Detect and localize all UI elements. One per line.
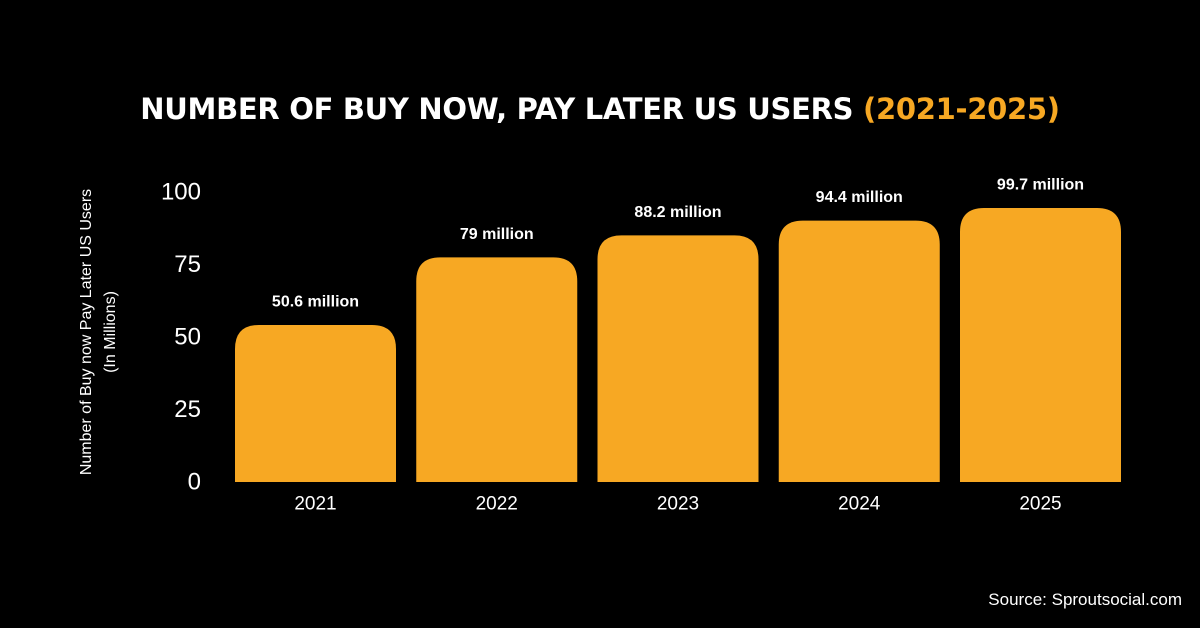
data-label-2023: 88.2 million [634, 204, 721, 221]
bar-2023 [597, 235, 759, 482]
x-tick-label-2023: 2023 [657, 494, 699, 515]
y-tick-label: 100 [161, 179, 201, 206]
y-tick-label: 75 [174, 251, 201, 278]
y-axis-ticks: 0 25 50 75 100 [161, 179, 201, 496]
bar-2024 [778, 220, 940, 482]
chart-title-main: NUMBER OF BUY NOW, PAY LATER US USERS [140, 92, 864, 126]
bars [235, 208, 1121, 482]
data-labels: 50.6 million 79 million 88.2 million 94.4 m… [272, 177, 1084, 311]
data-label-2024: 94.4 million [816, 189, 903, 206]
data-label-2025: 99.7 million [997, 177, 1084, 194]
bar-2021 [235, 325, 396, 482]
source-note: Source: Sproutsocial.com [988, 590, 1182, 609]
x-tick-label-2024: 2024 [838, 494, 881, 515]
data-label-2022: 79 million [460, 226, 534, 243]
bar-2022 [416, 257, 578, 482]
chart-title: NUMBER OF BUY NOW, PAY LATER US USERS (2… [0, 84, 1200, 134]
x-tick-label-2021: 2021 [294, 494, 336, 515]
data-label-2021: 50.6 million [272, 294, 359, 311]
y-axis-label: Number of Buy now Pay Later US Users (In … [78, 189, 119, 475]
x-axis-ticks: 2021 2022 2023 2024 2025 [294, 494, 1061, 515]
x-tick-label-2025: 2025 [1019, 494, 1061, 515]
bar-2025 [960, 208, 1121, 482]
y-tick-label: 25 [174, 396, 201, 423]
x-tick-label-2022: 2022 [476, 494, 518, 515]
y-axis-title: Number of Buy now Pay Later US Users [78, 189, 95, 475]
chart-title-years: (2021-2025) [863, 92, 1060, 126]
y-tick-label: 50 [174, 324, 201, 351]
y-axis-subtitle: (In Millions) [102, 291, 119, 373]
y-tick-label: 0 [188, 469, 201, 496]
